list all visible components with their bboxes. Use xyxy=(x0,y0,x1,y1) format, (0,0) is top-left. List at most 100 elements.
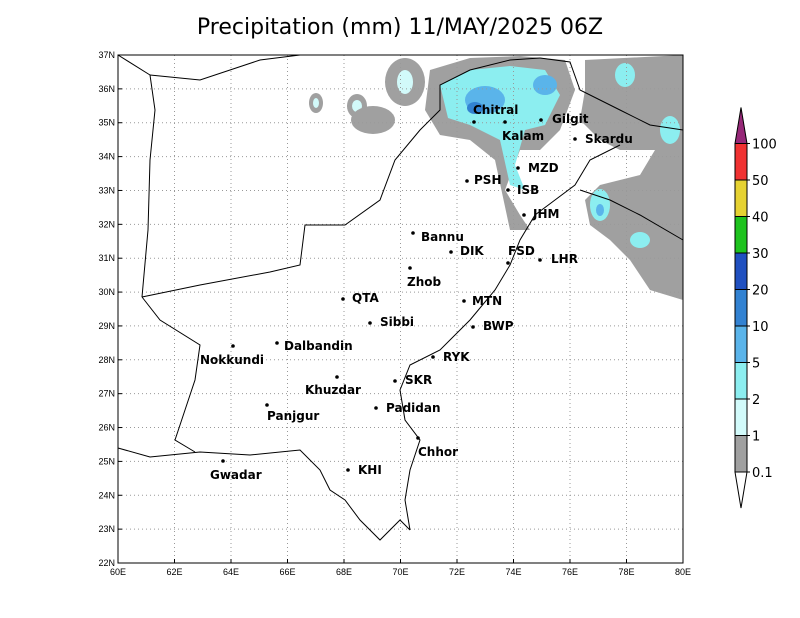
city-label: KHI xyxy=(358,463,382,477)
city-marker xyxy=(411,231,415,235)
city-label: SKR xyxy=(405,373,432,387)
city-marker xyxy=(522,213,526,217)
city-marker xyxy=(416,436,420,440)
city-marker xyxy=(275,341,279,345)
city-marker xyxy=(408,266,412,270)
city-label: Bannu xyxy=(421,230,464,244)
lon-tick-label: 76E xyxy=(562,567,578,577)
city-label: Zhob xyxy=(407,275,441,289)
lat-tick-label: 32N xyxy=(98,219,115,229)
colorbar-label: 10 xyxy=(752,320,769,335)
colorbar-box xyxy=(734,252,748,290)
lon-tick-label: 62E xyxy=(166,567,182,577)
city-label: Panjgur xyxy=(267,409,319,423)
city-marker xyxy=(506,261,510,265)
city-marker xyxy=(335,375,339,379)
lon-tick-label: 78E xyxy=(618,567,634,577)
lon-tick-label: 68E xyxy=(336,567,352,577)
city-label: RYK xyxy=(443,350,470,364)
city-label: Dalbandin xyxy=(284,339,353,353)
lat-tick-label: 28N xyxy=(98,355,115,365)
colorbar-box xyxy=(734,325,748,363)
colorbar-label: 100 xyxy=(752,138,777,153)
city-label: Khuzdar xyxy=(305,383,361,397)
city-marker xyxy=(346,468,350,472)
lat-tick-label: 34N xyxy=(98,152,115,162)
colorbar-label: 20 xyxy=(752,284,769,299)
colorbar-high-end xyxy=(734,107,748,144)
city-marker xyxy=(573,137,577,141)
city-marker xyxy=(503,120,507,124)
city-label: MTN xyxy=(472,294,502,308)
city-label: BWP xyxy=(483,319,514,333)
lat-tick-label: 35N xyxy=(98,118,115,128)
colorbar-box xyxy=(734,289,748,327)
lat-tick-label: 30N xyxy=(98,287,115,297)
precipitation-field xyxy=(309,55,683,300)
city-marker xyxy=(449,250,453,254)
city-marker xyxy=(471,325,475,329)
city-marker xyxy=(539,118,543,122)
city-marker xyxy=(465,179,469,183)
city-label: FSD xyxy=(508,244,535,258)
lat-tick-label: 29N xyxy=(98,321,115,331)
title: Precipitation (mm) 11/MAY/2025 06Z xyxy=(197,15,603,40)
lat-tick-label: 27N xyxy=(98,389,115,399)
lon-tick-label: 66E xyxy=(279,567,295,577)
lat-tick-label: 24N xyxy=(98,490,115,500)
colorbar-label: 50 xyxy=(752,174,769,189)
colorbar-label: 1 xyxy=(752,430,760,445)
colorbar-box xyxy=(734,398,748,436)
colorbar-label: 0.1 xyxy=(752,466,773,481)
colorbar-box xyxy=(734,143,748,181)
city-label: Padidan xyxy=(386,401,441,415)
lat-tick-label: 31N xyxy=(98,253,115,263)
city-marker xyxy=(472,120,476,124)
lat-tick-label: 36N xyxy=(98,84,115,94)
city-label: Gwadar xyxy=(210,468,262,482)
lon-tick-label: 74E xyxy=(505,567,521,577)
colorbar-label: 5 xyxy=(752,357,760,372)
colorbar-label: 2 xyxy=(752,393,760,408)
city-label: QTA xyxy=(352,291,379,305)
borders xyxy=(117,54,684,541)
city-label: LHR xyxy=(551,252,578,266)
city-label: Skardu xyxy=(585,132,633,146)
city-label: Chhor xyxy=(418,445,458,459)
city-marker xyxy=(341,297,345,301)
lon-tick-label: 72E xyxy=(449,567,465,577)
city-label: Nokkundi xyxy=(200,353,264,367)
lat-tick-label: 22N xyxy=(98,558,115,568)
colorbar-box xyxy=(734,435,748,473)
city-marker xyxy=(506,188,510,192)
lat-tick-label: 25N xyxy=(98,456,115,466)
city-marker xyxy=(393,379,397,383)
city-marker xyxy=(516,166,520,170)
lon-tick-label: 80E xyxy=(675,567,691,577)
city-marker xyxy=(368,321,372,325)
colorbar-box xyxy=(734,362,748,400)
city-marker xyxy=(265,403,269,407)
city-marker xyxy=(462,299,466,303)
city-marker xyxy=(221,459,225,463)
city-label: Gilgit xyxy=(552,112,589,126)
city-marker xyxy=(374,406,378,410)
colorbar-label: 40 xyxy=(752,211,769,226)
city-label: Chitral xyxy=(473,103,518,117)
lat-tick-label: 23N xyxy=(98,524,115,534)
lat-tick-label: 33N xyxy=(98,185,115,195)
colorbar-box xyxy=(734,216,748,254)
city-label: Kalam xyxy=(502,129,544,143)
city-marker xyxy=(431,355,435,359)
city-label: JHM xyxy=(532,207,559,221)
lon-tick-label: 60E xyxy=(110,567,126,577)
city-label: MZD xyxy=(528,161,559,175)
lat-tick-label: 37N xyxy=(98,50,115,60)
city-marker xyxy=(231,344,235,348)
city-label: PSH xyxy=(474,173,501,187)
lon-tick-label: 70E xyxy=(392,567,408,577)
lon-tick-label: 64E xyxy=(223,567,239,577)
lat-tick-label: 26N xyxy=(98,423,115,433)
colorbar-label: 30 xyxy=(752,247,769,262)
